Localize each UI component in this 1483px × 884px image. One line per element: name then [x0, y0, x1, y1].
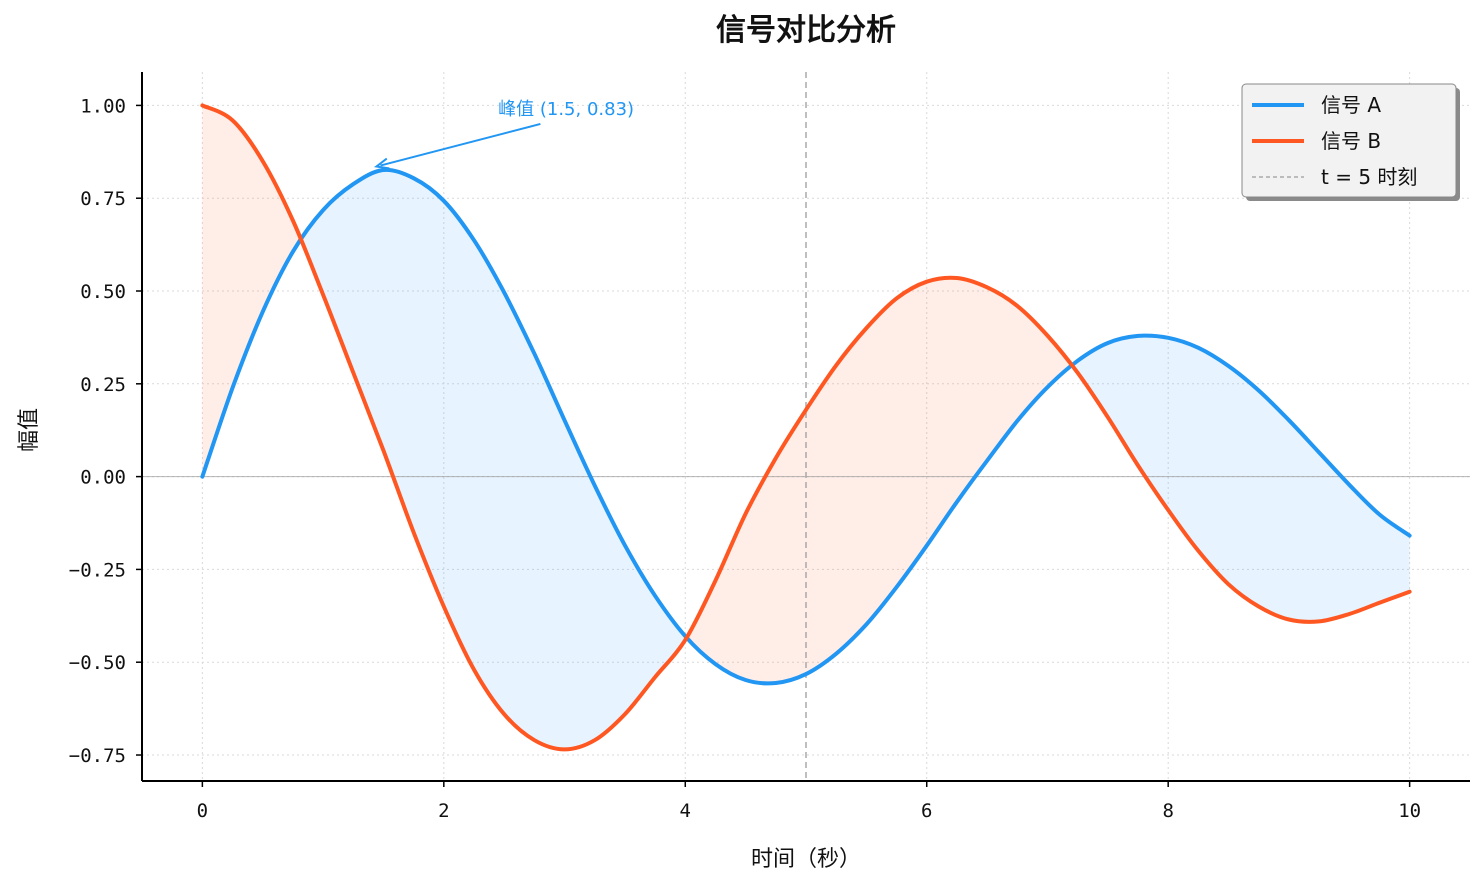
annotation-arrowhead [373, 157, 390, 170]
legend-item-t5-label: t = 5 时刻 [1321, 165, 1417, 189]
ticks: 0 2 4 6 8 10 1.00 0.75 0.50 0.25 0.00 −0.25 −0.50 −0.… [69, 95, 1421, 822]
series-b-line [200, 103, 1412, 752]
y-tick-label: −0.75 [69, 745, 126, 767]
fill-between [202, 105, 1410, 750]
y-tick-label: 0.50 [80, 281, 126, 303]
annotation: 峰值 (1.5, 0.83) [373, 99, 634, 170]
y-tick-label: 1.00 [80, 95, 126, 117]
x-tick-label: 8 [1162, 800, 1173, 822]
y-tick-label: −0.25 [69, 559, 126, 581]
x-tick-label: 4 [680, 800, 691, 822]
x-tick-label: 6 [921, 800, 932, 822]
x-tick-label: 10 [1398, 800, 1421, 822]
x-tick-label: 0 [197, 800, 208, 822]
fill-area [686, 278, 1072, 683]
y-tick-label: 0.00 [80, 467, 126, 489]
y-axis-label: 幅值 [17, 408, 42, 452]
legend-item-signal-a-label: 信号 A [1321, 93, 1381, 117]
fill-area [1072, 335, 1410, 622]
chart-title: 信号对比分析 [716, 13, 896, 48]
reference-lines [142, 72, 1470, 781]
y-tick-label: 0.25 [80, 374, 126, 396]
legend-item-signal-b-label: 信号 B [1321, 129, 1381, 153]
legend: 信号 A 信号 B t = 5 时刻 [1241, 83, 1460, 201]
x-axis-label: 时间（秒） [751, 847, 861, 872]
fill-area [202, 105, 301, 477]
legend-box [1241, 83, 1457, 198]
annotation-text: 峰值 (1.5, 0.83) [498, 99, 634, 120]
y-tick-label: 0.75 [80, 188, 126, 210]
x-tick-label: 2 [438, 800, 449, 822]
fill-area [301, 170, 687, 750]
series-lines [200, 103, 1412, 752]
y-tick-label: −0.50 [69, 652, 126, 674]
annotation-arrow [380, 123, 541, 167]
series-a-line [200, 167, 1412, 686]
